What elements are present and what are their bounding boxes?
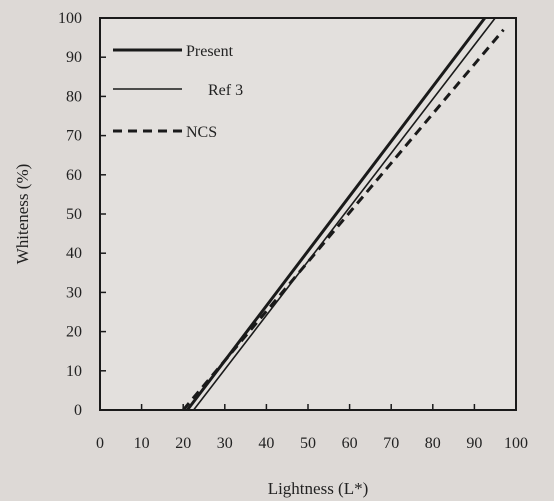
x-tick-label: 100	[504, 435, 528, 452]
x-tick-label: 30	[217, 435, 233, 452]
y-tick-label: 60	[66, 167, 82, 184]
y-tick-label: 20	[66, 324, 82, 341]
y-tick-label: 50	[66, 206, 82, 223]
y-axis-title: Whiteness (%)	[13, 164, 32, 265]
x-axis-title: Lightness (L*)	[268, 479, 369, 498]
x-tick-label: 90	[466, 435, 482, 452]
y-tick-label: 10	[66, 363, 82, 380]
y-tick-label: 0	[74, 402, 82, 419]
x-tick-label: 0	[96, 435, 104, 452]
series-lines	[182, 17, 505, 411]
x-tick-label: 60	[342, 435, 358, 452]
y-axis-ticks: 0 10 20 30 40 50 60 70 80 90 100	[58, 10, 106, 419]
y-tick-label: 100	[58, 10, 82, 27]
y-tick-label: 80	[66, 88, 82, 105]
legend: Present Ref 3 NCS	[113, 43, 243, 141]
legend-label: Ref 3	[208, 82, 243, 99]
legend-label: NCS	[186, 124, 217, 141]
x-tick-label: 70	[383, 435, 399, 452]
x-tick-label: 20	[175, 435, 191, 452]
x-tick-label: 10	[134, 435, 150, 452]
series-line-ref-3	[192, 17, 496, 411]
x-tick-label: 40	[258, 435, 274, 452]
plot-area	[99, 17, 517, 411]
y-tick-label: 90	[66, 49, 82, 66]
x-tick-label: 80	[425, 435, 441, 452]
series-line-present	[186, 17, 486, 411]
y-tick-label: 40	[66, 245, 82, 262]
y-tick-label: 70	[66, 128, 82, 145]
y-tick-label: 30	[66, 284, 82, 301]
legend-label: Present	[186, 43, 234, 60]
x-axis-ticks: 0 10 20 30 40 50 60 70 80 90 100	[96, 404, 528, 452]
x-tick-label: 50	[300, 435, 316, 452]
series-line-ncs	[182, 28, 505, 411]
